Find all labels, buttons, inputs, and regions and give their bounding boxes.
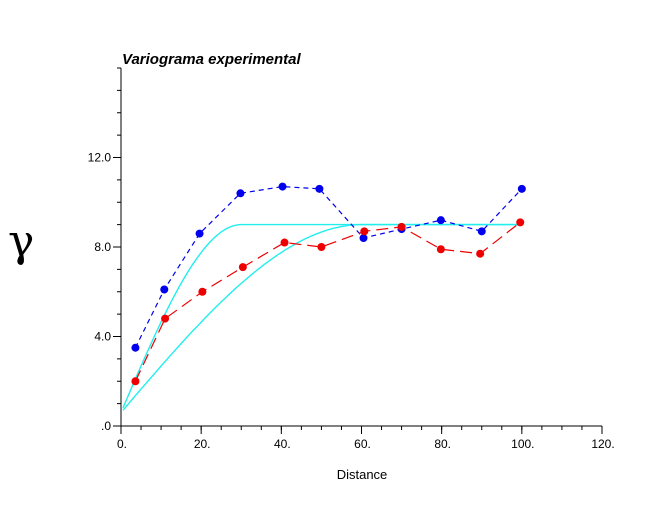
data-point <box>436 216 445 225</box>
x-tick-label: 100. <box>511 437 534 451</box>
data-point <box>397 222 406 231</box>
model-curve <box>122 223 522 411</box>
data-point <box>160 285 169 294</box>
x-tick-label: 40. <box>274 437 291 451</box>
experimental-line <box>134 221 521 382</box>
y-tick-label: 4.0 <box>94 330 111 344</box>
data-point <box>280 238 289 247</box>
axes: .0 4.0 8.0 12.0 0. 20. 40. 60. 80. 100. 120. <box>88 67 615 451</box>
data-point <box>516 218 525 227</box>
data-point <box>131 377 140 386</box>
data-point <box>477 227 486 236</box>
data-point <box>436 245 445 254</box>
x-tick-label: 80. <box>434 437 451 451</box>
data-point <box>315 184 324 193</box>
data-point <box>236 189 245 198</box>
data-point <box>476 249 485 258</box>
data-point <box>359 234 368 243</box>
data-point <box>517 184 526 193</box>
data-point <box>278 182 287 191</box>
data-point <box>238 263 247 272</box>
y-tick-label: 8.0 <box>94 240 111 254</box>
data-point <box>131 343 140 352</box>
x-tick-label: 120. <box>591 437 614 451</box>
experimental-line <box>134 185 523 348</box>
y-axis-label: γ <box>8 216 34 267</box>
series-layer <box>122 182 526 411</box>
data-point <box>195 229 204 238</box>
chart-title: Variograma experimental <box>122 51 302 68</box>
x-tick-label: 0. <box>117 437 127 451</box>
y-tick-label: 12.0 <box>88 151 112 165</box>
y-tick-label: .0 <box>101 419 111 433</box>
x-tick-label: 60. <box>354 437 371 451</box>
data-point <box>317 243 326 251</box>
data-point <box>161 314 170 323</box>
data-point <box>198 287 207 296</box>
data-point <box>360 227 369 236</box>
x-axis-label: Distance <box>337 467 388 482</box>
x-tick-label: 20. <box>194 437 211 451</box>
